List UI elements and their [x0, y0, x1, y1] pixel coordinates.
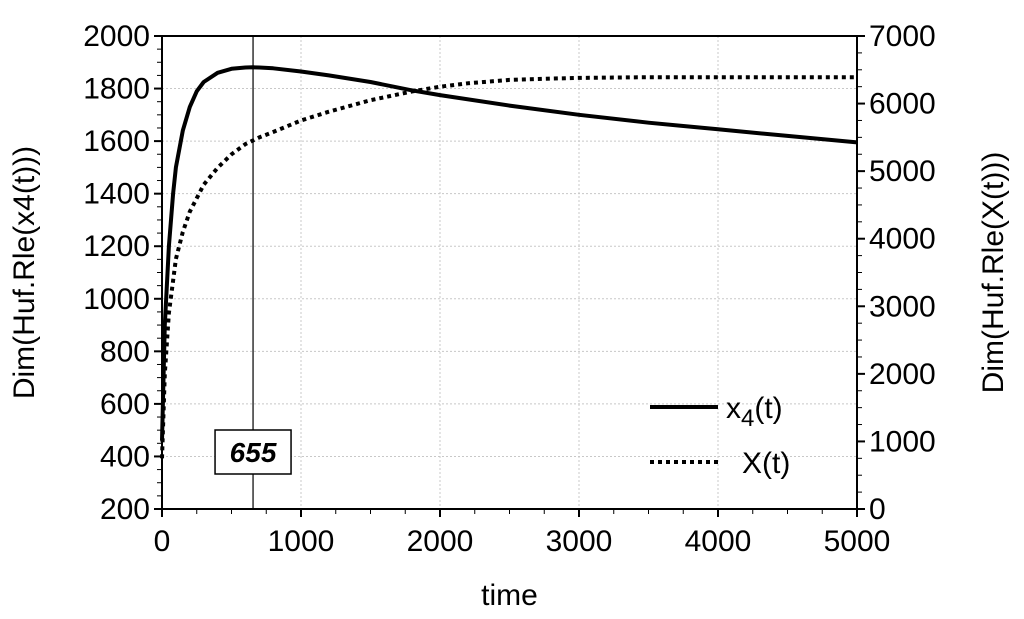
x-tick-label: 1000 [268, 525, 335, 558]
y-left-tick-label: 400 [100, 440, 150, 473]
y-right-tick-label: 2000 [869, 358, 936, 391]
x-tick-label: 0 [154, 525, 171, 558]
x-tick-label: 4000 [685, 525, 752, 558]
marker-label: 655 [230, 437, 277, 468]
y-left-tick-label: 2000 [83, 20, 150, 53]
legend-label-x4-base: x [726, 392, 741, 425]
y-right-tick-label: 6000 [869, 88, 936, 121]
y-right-tick-label: 3000 [869, 290, 936, 323]
y-left-tick-label: 1800 [83, 73, 150, 106]
x-axis-title: time [481, 579, 538, 612]
y-right-tick-label: 0 [869, 493, 886, 526]
y-left-tick-label: 1600 [83, 125, 150, 158]
y-left-tick-label: 200 [100, 493, 150, 526]
marker-layer: 655 [214, 36, 292, 509]
legend-label-x4-subscript: 4 [741, 405, 754, 432]
x-tick-label: 2000 [407, 525, 474, 558]
x-tick-label: 5000 [824, 525, 891, 558]
legend-label-x4: x4(t) [726, 392, 783, 432]
y-left-tick-label: 800 [100, 335, 150, 368]
y-left-tick-label: 600 [100, 388, 150, 421]
series-layer [160, 65, 858, 459]
x-tick-label: 3000 [546, 525, 613, 558]
y-right-tick-label: 7000 [869, 20, 936, 53]
y-axis-right-title: Dim(Huf.Rle(X(t))) [977, 152, 1010, 394]
marker-label-box [214, 429, 292, 475]
series-line-X [160, 75, 857, 459]
legend-label-X: X(t) [742, 447, 790, 480]
legend: x4(t) X(t) [650, 392, 790, 480]
y-left-tick-label: 1400 [83, 178, 150, 211]
series-line-x4 [160, 65, 858, 441]
tick-layer: 0 1000 2000 3000 4000 5000 200 400 600 800 1000 120… [83, 20, 936, 558]
y-right-tick-label: 4000 [869, 223, 936, 256]
y-right-tick-label: 5000 [869, 155, 936, 188]
y-axis-left-title: Dim(Huf.Rle(x4(t))) [8, 146, 41, 399]
y-left-tick-label: 1000 [83, 283, 150, 316]
y-left-tick-label: 1200 [83, 230, 150, 263]
y-right-tick-label: 1000 [869, 425, 936, 458]
legend-label-x4-suffix: (t) [754, 392, 782, 425]
